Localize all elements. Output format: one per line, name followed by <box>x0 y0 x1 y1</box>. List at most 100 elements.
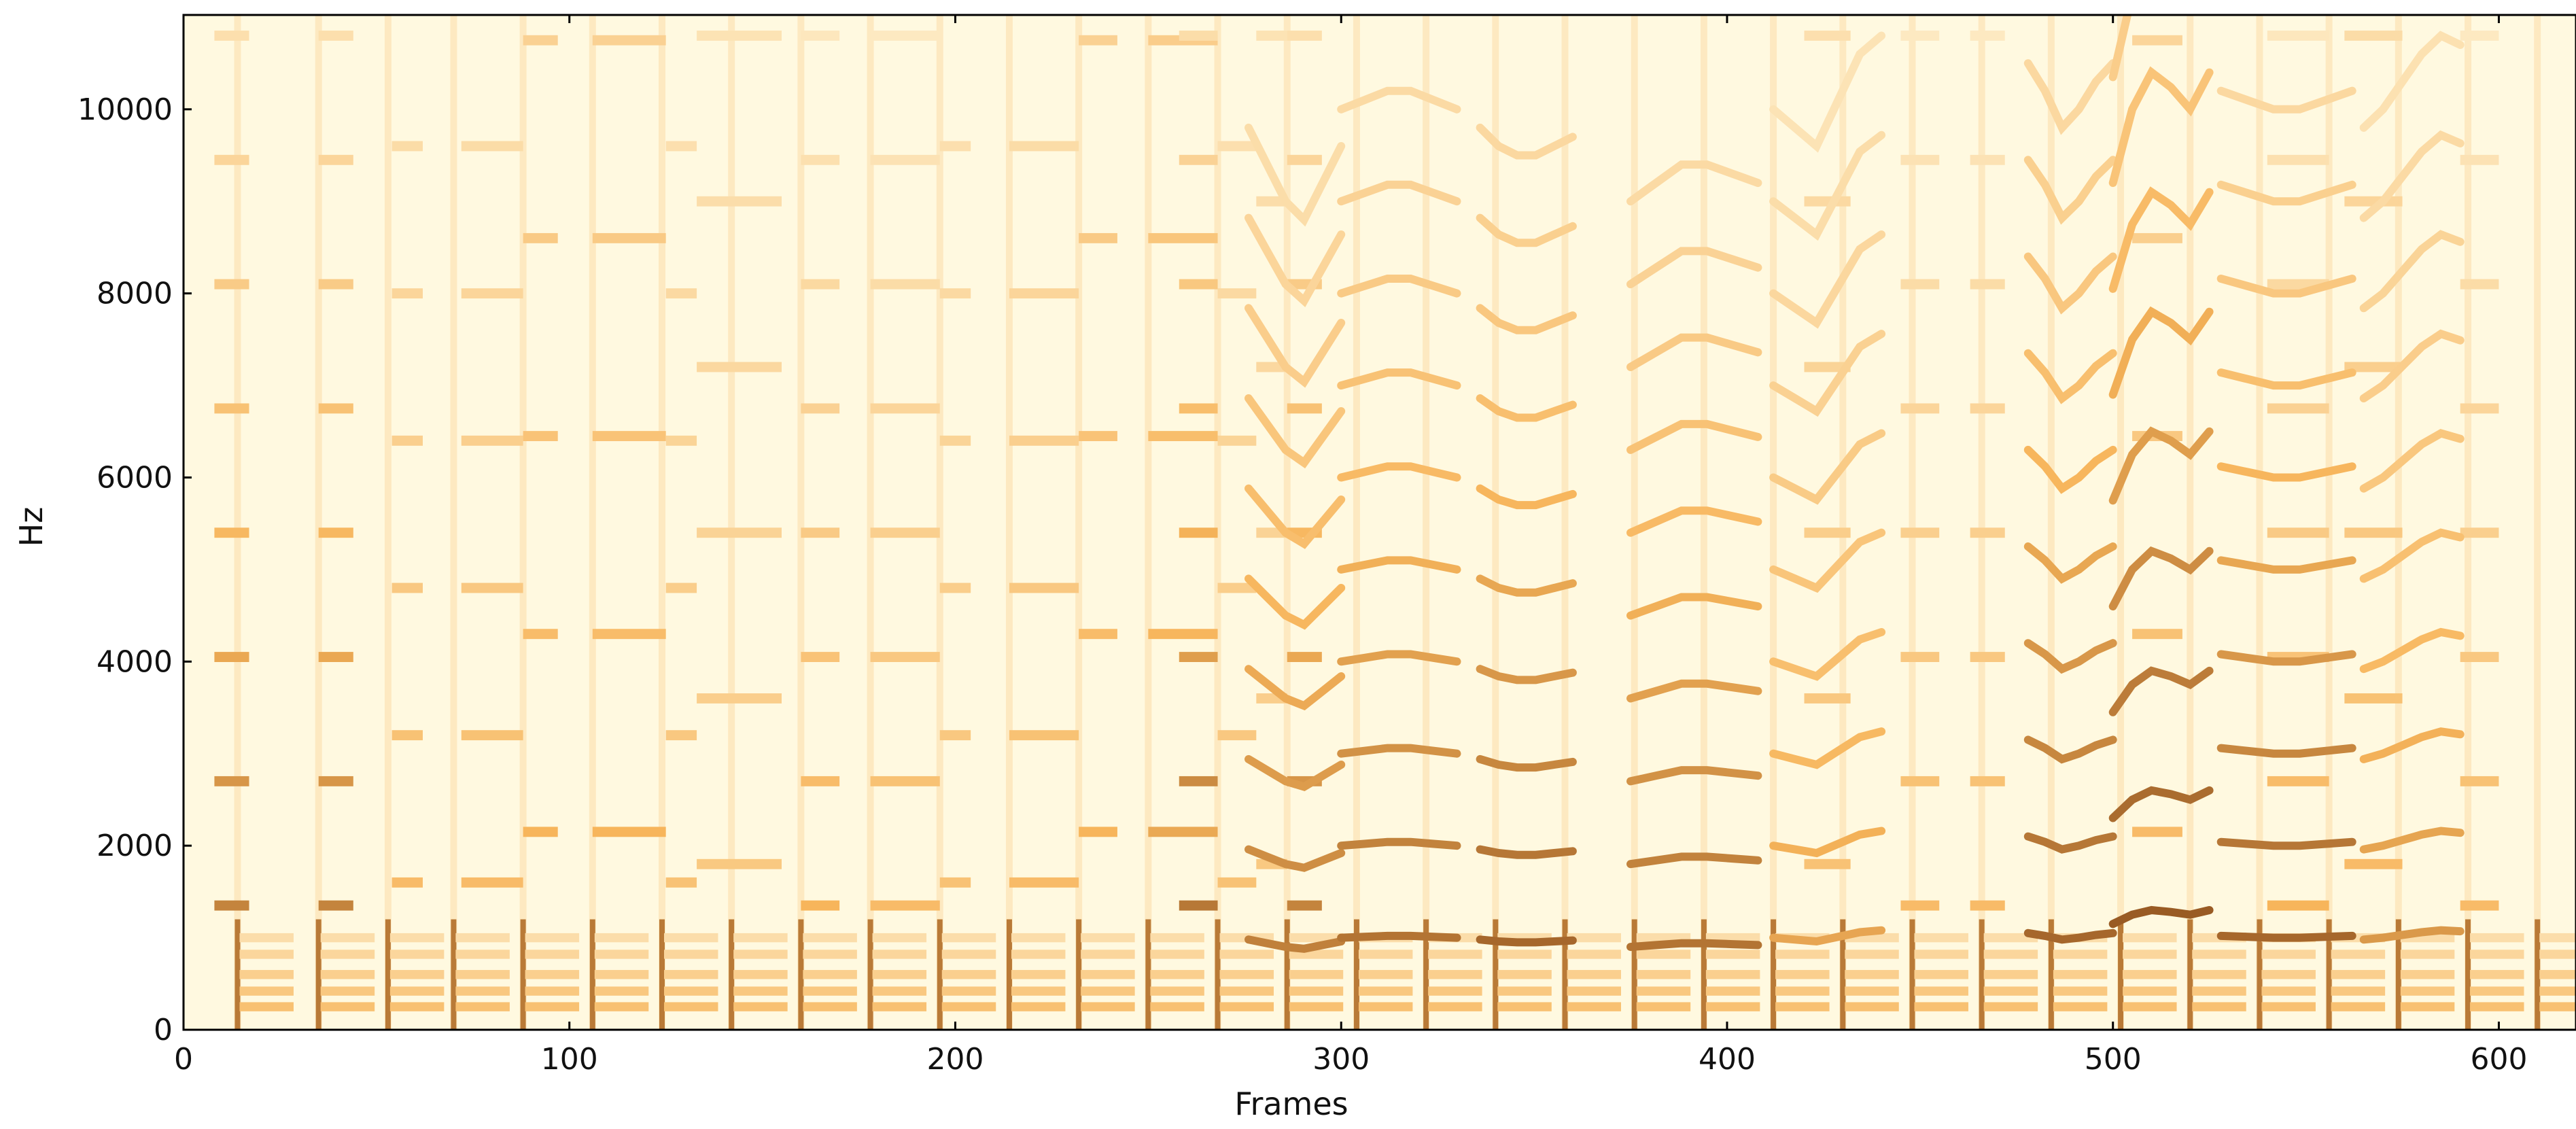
tone-harmonic <box>592 35 666 46</box>
speech-harmonic <box>2359 627 2465 674</box>
speech-harmonic <box>1476 754 1577 772</box>
low-band <box>941 1002 996 1011</box>
speech-harmonic <box>1626 852 1762 869</box>
tone-harmonic <box>592 232 666 243</box>
speech-harmonic <box>2359 827 2465 854</box>
speech-harmonic <box>2023 156 2117 225</box>
speech-harmonic <box>2023 252 2117 315</box>
heatmap-layer <box>214 15 2576 1030</box>
low-band <box>1219 986 1274 996</box>
onset-streak <box>2325 15 2333 1030</box>
low-band <box>2053 986 2108 996</box>
tone-harmonic <box>391 877 423 888</box>
tone-harmonic <box>1804 196 1851 207</box>
onset-streak <box>1700 15 1707 1030</box>
speech-harmonic <box>1769 131 1886 241</box>
onset-low-burst <box>659 919 665 1030</box>
tone-harmonic <box>214 403 249 414</box>
low-band <box>320 950 375 959</box>
tone-harmonic <box>2132 232 2182 243</box>
low-band <box>1636 986 1691 996</box>
onset-low-burst <box>1771 919 1777 1030</box>
tone-harmonic <box>801 403 840 414</box>
tone-harmonic <box>461 435 523 446</box>
low-band <box>239 933 294 943</box>
speech-harmonic <box>1245 845 1346 872</box>
tone-harmonic <box>1217 877 1257 888</box>
onset-low-burst <box>589 919 595 1030</box>
speech-harmonic <box>2023 445 2117 494</box>
tone-harmonic <box>1804 362 1851 372</box>
tone-harmonic <box>870 403 940 414</box>
low-band <box>2470 986 2524 996</box>
tone-harmonic <box>870 31 940 41</box>
y-tick-label: 8000 <box>97 277 173 311</box>
low-band <box>664 986 718 996</box>
low-band <box>389 933 445 943</box>
tone-harmonic <box>1179 31 1218 41</box>
speech-harmonic <box>2359 727 2465 763</box>
tone-harmonic <box>939 877 971 888</box>
tone-harmonic <box>1900 652 1940 662</box>
tone-harmonic <box>870 279 940 290</box>
onset-streak <box>1214 15 1221 1030</box>
low-band <box>1428 950 1482 959</box>
low-band <box>455 970 510 979</box>
onset-streak <box>2047 15 2055 1030</box>
tone-harmonic <box>1287 154 1322 165</box>
speech-harmonic <box>1245 665 1346 711</box>
tone-harmonic <box>697 527 782 538</box>
tone-harmonic <box>939 583 971 593</box>
low-band <box>2192 950 2246 959</box>
speech-harmonic <box>1626 333 1762 371</box>
low-band <box>664 970 718 979</box>
speech-harmonic <box>2216 462 2356 482</box>
tone-harmonic <box>523 35 558 46</box>
low-band <box>1983 950 2038 959</box>
low-band <box>2470 970 2524 979</box>
low-band <box>2539 970 2576 979</box>
tone-harmonic <box>1009 730 1079 741</box>
tone-harmonic <box>523 629 558 640</box>
speech-harmonic <box>1337 650 1461 666</box>
tone-harmonic <box>1079 431 1117 441</box>
y-tick-label: 4000 <box>97 644 173 679</box>
speech-harmonic <box>1626 679 1762 703</box>
low-band <box>872 1002 927 1011</box>
tone-harmonic <box>391 730 423 741</box>
speech-harmonic <box>2216 275 2356 298</box>
speech-harmonic <box>1626 160 1762 206</box>
tone-harmonic <box>1970 652 2005 662</box>
tone-harmonic <box>523 431 558 441</box>
speech-harmonic <box>1769 330 1886 417</box>
speech-harmonic <box>2216 837 2356 850</box>
tone-harmonic <box>2460 652 2499 662</box>
onset-streak <box>519 15 527 1030</box>
tone-harmonic <box>1079 35 1117 46</box>
speech-harmonic <box>2108 786 2214 822</box>
onset-low-burst <box>451 919 457 1030</box>
speech-harmonic <box>1245 574 1346 630</box>
tone-harmonic <box>214 154 249 165</box>
low-band <box>2470 1002 2524 1011</box>
low-band <box>1983 933 2038 943</box>
speech-harmonic <box>2216 86 2356 114</box>
tone-harmonic <box>939 435 971 446</box>
low-band <box>803 970 857 979</box>
onset-streak <box>1909 15 1916 1030</box>
onset-streak <box>2395 15 2402 1030</box>
onset-low-burst <box>937 919 943 1030</box>
low-band <box>2331 1002 2386 1011</box>
onset-low-burst <box>2465 919 2471 1030</box>
tone-harmonic <box>461 583 523 593</box>
onset-streak <box>867 15 874 1030</box>
speech-harmonic <box>2216 368 2356 390</box>
low-band <box>2053 1002 2108 1011</box>
tone-harmonic <box>2344 527 2403 538</box>
tone-harmonic <box>1148 629 1218 640</box>
low-band <box>1150 970 1204 979</box>
tone-harmonic <box>2460 527 2499 538</box>
low-band <box>525 933 580 943</box>
tone-harmonic <box>1804 693 1851 704</box>
speech-harmonic <box>1626 939 1762 952</box>
